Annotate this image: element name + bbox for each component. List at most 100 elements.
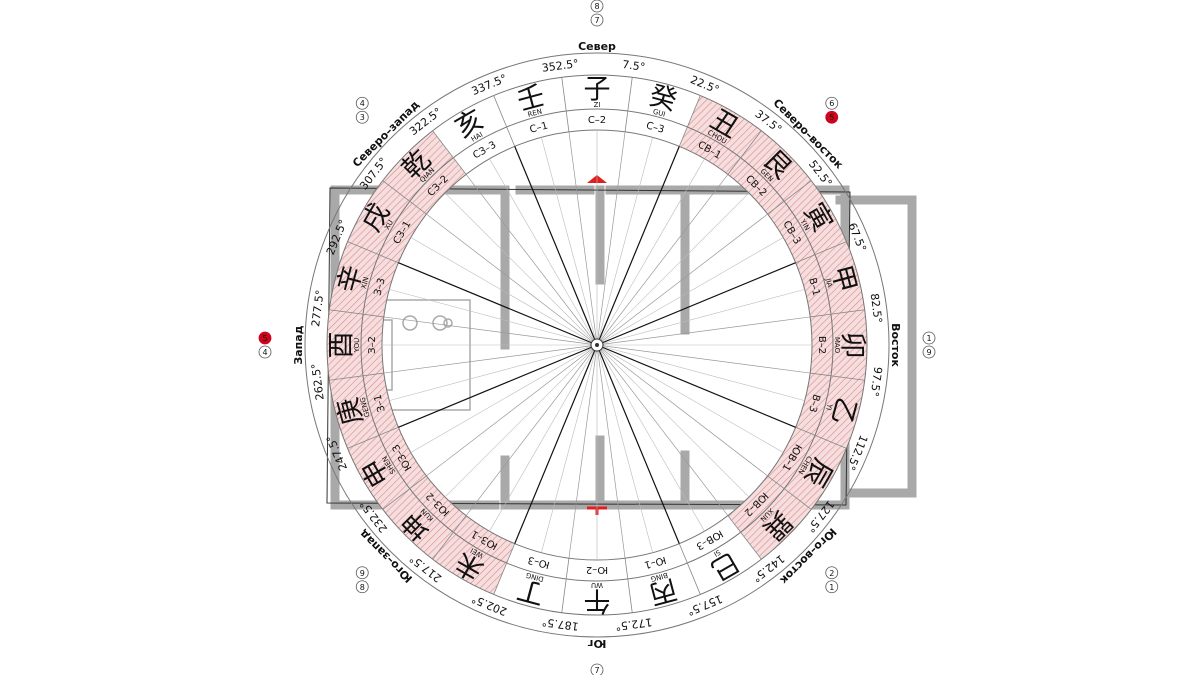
ring <box>360 108 834 582</box>
sector-divider <box>795 426 847 449</box>
sector-highlight <box>767 427 847 510</box>
sector-highlight <box>329 373 399 449</box>
direction-label: Запад <box>292 325 305 364</box>
ring <box>304 52 890 638</box>
number-badge <box>825 110 839 124</box>
sector-highlight <box>347 180 427 263</box>
sector-code: З–1 <box>373 393 388 413</box>
main-axis-line <box>398 344 598 428</box>
number-badge <box>922 331 936 345</box>
badge-number: 4 <box>360 99 365 108</box>
sector-line <box>596 344 626 559</box>
sector-char: 子 <box>584 75 611 106</box>
degree-label: 352.5° <box>541 57 579 75</box>
sector-code: В–2 <box>816 336 827 354</box>
number-badge <box>922 345 936 359</box>
badge-number: 6 <box>829 99 834 108</box>
sector-divider <box>347 426 399 449</box>
degree-label: 337.5° <box>470 72 509 98</box>
center-line <box>410 344 598 453</box>
sector-pinyin: YOU <box>353 338 361 354</box>
sector-code: В–1 <box>806 277 821 297</box>
degree-label: 82.5° <box>868 293 885 324</box>
number-badge <box>355 110 369 124</box>
center-line <box>541 137 598 346</box>
sector-pinyin: REN <box>527 107 543 118</box>
center-line <box>541 344 598 553</box>
number-badge <box>825 566 839 580</box>
badge-number: 8 <box>594 2 599 11</box>
center-line <box>596 344 750 498</box>
sector-line <box>568 344 598 559</box>
sector-divider <box>382 180 427 215</box>
number-badge <box>590 13 604 27</box>
badge-number: 5 <box>829 113 834 122</box>
center-line <box>596 344 784 453</box>
badge-number: 8 <box>360 583 365 592</box>
sector-highlight <box>347 427 427 510</box>
sector-line <box>596 316 811 346</box>
sector-pinyin: YI <box>824 402 834 411</box>
sector-divider <box>767 180 812 215</box>
ring <box>326 74 868 616</box>
sector-highlight <box>727 475 812 560</box>
degree-label: 187.5° <box>541 615 579 633</box>
sector-line <box>596 344 811 374</box>
center-line <box>444 192 598 346</box>
sector-pinyin: JIA <box>824 277 834 289</box>
sector-highlight <box>727 130 812 215</box>
sector-line <box>383 316 598 346</box>
number-badge <box>590 663 604 675</box>
center-line <box>596 137 653 346</box>
sector-pinyin: GUI <box>652 108 666 119</box>
sector-divider <box>767 475 812 510</box>
sector-highlight <box>795 373 865 449</box>
number-badge <box>355 566 369 580</box>
main-axis-line <box>514 146 598 346</box>
sector-line <box>596 344 768 477</box>
number-badge <box>258 345 272 359</box>
sector-highlight <box>795 241 865 317</box>
main-axis-line <box>596 344 680 544</box>
sector-line <box>383 344 598 374</box>
degree-label: 7.5° <box>621 58 646 74</box>
sector-divider <box>727 515 762 560</box>
sector-code: С–3 <box>645 120 666 135</box>
badge-number: 9 <box>360 569 365 578</box>
sector-divider <box>493 95 516 147</box>
sector-divider <box>678 95 701 147</box>
sector-line <box>426 344 598 477</box>
sector-pinyin: SI <box>712 548 722 558</box>
direction-label: Север <box>578 40 616 53</box>
sector-code: Ю–1 <box>643 554 667 570</box>
badge-number: 1 <box>926 334 931 343</box>
sector-pinyin: ZI <box>594 101 601 109</box>
sector-divider <box>678 543 701 595</box>
badge-number: 4 <box>262 348 267 357</box>
main-axis-line <box>596 146 680 346</box>
sector-highlight <box>767 180 847 263</box>
badge-number: 7 <box>594 16 599 25</box>
degree-label: 157.5° <box>685 592 724 618</box>
degree-label: 262.5° <box>309 363 327 401</box>
sector-line <box>465 174 598 346</box>
sector-highlight <box>432 515 515 595</box>
sector-line <box>596 344 729 516</box>
badge-number: 2 <box>829 569 834 578</box>
sector-divider <box>432 130 467 175</box>
sector-highlight <box>382 130 467 215</box>
sector-line <box>596 131 626 346</box>
main-axis-line <box>596 262 796 346</box>
degree-label: 172.5° <box>615 615 653 633</box>
sector-line <box>596 174 729 346</box>
center-dot <box>595 343 599 347</box>
sector-divider <box>329 309 384 318</box>
center-line <box>596 289 805 346</box>
degree-label: 97.5° <box>868 366 885 397</box>
number-badge <box>355 96 369 110</box>
sector-line <box>568 131 598 346</box>
center-line <box>596 344 705 532</box>
number-badge <box>590 0 604 13</box>
center-line <box>596 158 705 346</box>
sector-divider <box>727 130 762 175</box>
